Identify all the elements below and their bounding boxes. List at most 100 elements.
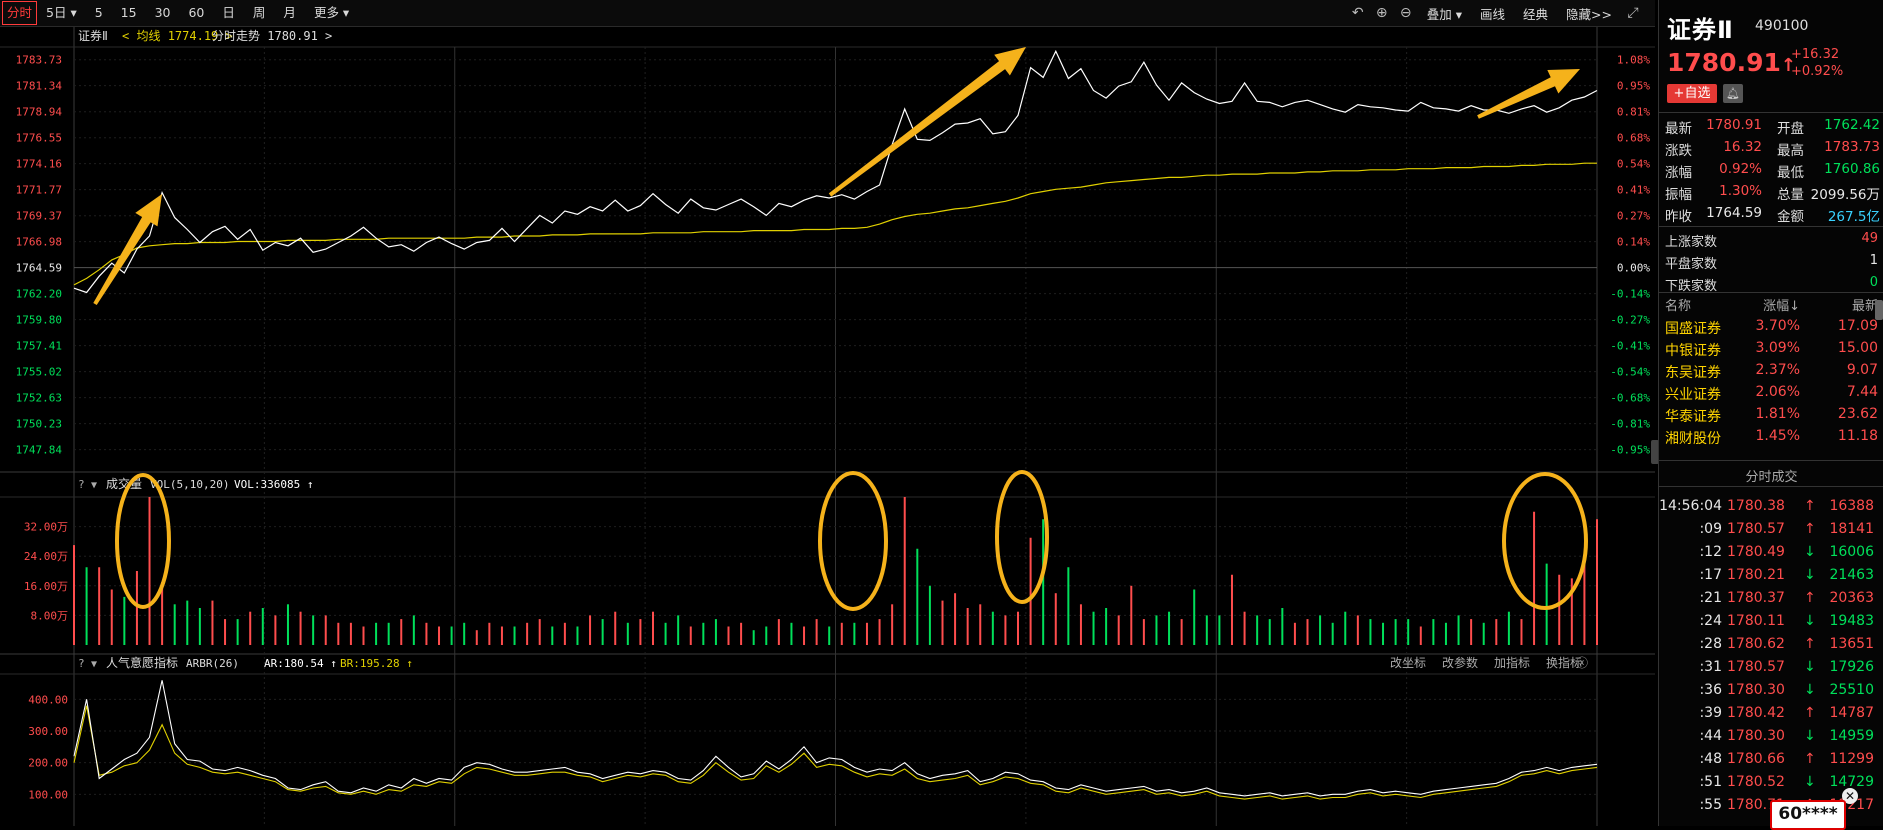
zoom-in-icon[interactable]: ⊕ (1375, 5, 1388, 21)
pct-tick: -0.14% (1610, 288, 1650, 301)
tick-volume: 19483 (1829, 613, 1874, 629)
close-icon[interactable]: ✕ (1842, 788, 1858, 804)
help-icon[interactable]: ? (78, 478, 85, 491)
constituent-row[interactable]: 湘财股份 1.45% 11.18 (1665, 426, 1878, 448)
pct-tick: 0.81% (1617, 106, 1650, 119)
arrow-down-icon: ↓ (1804, 544, 1816, 560)
price-tick: 1771.77 (16, 184, 62, 197)
constituent-row[interactable]: 中银证券 3.09% 15.00 (1665, 338, 1878, 360)
arbr-tick: 200.00 (28, 757, 68, 770)
tick-price: 1780.21 (1727, 567, 1785, 583)
pct-tick: 0.27% (1617, 210, 1650, 223)
quote-row: 振幅 1.30% 总量 2099.56万 (1665, 181, 1880, 203)
tab-day[interactable]: 日 (222, 5, 235, 20)
stock-pct: 2.06% (1755, 384, 1800, 400)
chevron-down-icon: ▾ (338, 5, 350, 20)
col-pct[interactable]: 涨幅↓ (1763, 299, 1800, 314)
intraday-chart[interactable]: 证券Ⅱ < 均线 1774.19 > 分时走势 1780.91 > 1783.7… (0, 27, 1655, 826)
switch-indicator-button[interactable]: 换指标 (1546, 655, 1582, 670)
tick-price: 1780.52 (1727, 774, 1785, 790)
breadth-label: 下跌家数 (1665, 279, 1718, 294)
tab-5day[interactable]: 5日 ▾ (37, 2, 86, 24)
price-axis: 1783.73 1781.34 1778.94 1776.55 1774.16 1771.… (16, 54, 63, 457)
annotation-arrow-3-shape (1477, 69, 1580, 119)
arrow-up-icon: ↑ (1780, 55, 1796, 76)
tab-15min[interactable]: 15 (120, 5, 137, 20)
price-tick: 1783.73 (16, 54, 62, 67)
hide-button[interactable]: 隐藏>> (1566, 6, 1612, 22)
pct-tick: 1.08% (1617, 54, 1650, 67)
fullscreen-icon[interactable]: ⤢ (1627, 5, 1639, 21)
stock-last: 7.44 (1846, 384, 1878, 400)
period-toolbar: 分时 5日 ▾ 5 15 30 60 日 周 月 更多 ▾ ↶ ⊕ ⊖ 叠加 ▾… (0, 0, 1655, 27)
quote-value: 2099.56万 (1810, 187, 1880, 203)
pct-tick: -0.68% (1610, 392, 1650, 405)
tab-30min[interactable]: 30 (154, 5, 171, 20)
zoom-out-icon[interactable]: ⊖ (1399, 5, 1412, 21)
tick-price: 1780.62 (1727, 636, 1785, 652)
panel-title: 证券Ⅱ (1667, 16, 1734, 44)
price-tick: 1759.80 (16, 314, 62, 327)
stock-last: 17.09 (1837, 318, 1878, 334)
ar-value: AR:180.54 ↑ (264, 657, 337, 670)
overlay-button[interactable]: 叠加 ▾ (1420, 4, 1469, 23)
tab-5min[interactable]: 5 (94, 5, 103, 20)
classic-button[interactable]: 经典 (1523, 6, 1549, 22)
arrow-up-icon: ↑ (1804, 705, 1816, 721)
avg-value: 1774.19 (168, 29, 219, 43)
divider (1659, 460, 1883, 461)
price-tick: 1781.34 (16, 80, 63, 93)
price-tick: 1755.02 (16, 366, 62, 379)
arrow-down-icon: ↓ (1804, 567, 1816, 583)
arrow-down-icon: ↓ (1804, 728, 1816, 744)
price-tick: 1776.55 (16, 132, 62, 145)
draw-line-button[interactable]: 画线 (1480, 6, 1506, 22)
constituent-row[interactable]: 华泰证券 1.81% 23.62 (1665, 404, 1878, 426)
constituent-row[interactable]: 兴业证券 2.06% 7.44 (1665, 382, 1878, 404)
col-name[interactable]: 名称 (1665, 299, 1692, 314)
tab-intraday[interactable]: 分时 (2, 1, 38, 25)
close-icon[interactable]: ⓧ (1576, 656, 1588, 670)
stock-name: 东吴证券 (1665, 365, 1721, 381)
change-params-button[interactable]: 改参数 (1442, 655, 1478, 670)
tab-more[interactable]: 更多 ▾ (305, 2, 358, 24)
annotation-ellipse (115, 473, 171, 609)
tick-price: 1780.37 (1727, 590, 1785, 606)
arbr-tick: 100.00 (28, 788, 68, 801)
annotation-arrow-3 (1477, 69, 1580, 119)
volume-tick: 24.00万 (24, 550, 68, 563)
tick-price: 1780.66 (1727, 751, 1785, 767)
vol-value-text: VOL:336085 (234, 478, 300, 491)
col-last[interactable]: 最新 (1851, 299, 1878, 314)
price-tick: 1778.94 (16, 106, 63, 119)
quote-row: 涨幅 0.92% 最低 1760.86 (1665, 159, 1880, 181)
breadth-label: 上涨家数 (1665, 235, 1718, 250)
help-icon[interactable]: ? (78, 657, 85, 670)
add-indicator-button[interactable]: 加指标 (1494, 655, 1530, 670)
annotation-arrow-1 (93, 194, 162, 306)
tick-volume: 14959 (1829, 728, 1874, 744)
undo-icon[interactable]: ↶ (1351, 5, 1364, 21)
chevron-down-icon[interactable]: ▼ (91, 659, 97, 670)
tick-row: :36 1780.30 ↓ 25510 (1661, 680, 1874, 703)
stock-name: 中银证券 (1665, 343, 1721, 359)
constituent-row[interactable]: 东吴证券 2.37% 9.07 (1665, 360, 1878, 382)
avg-price-line (73, 162, 1597, 286)
constituent-row[interactable]: 国盛证券 3.70% 17.09 (1665, 316, 1878, 338)
tick-price: 1780.30 (1727, 728, 1785, 744)
tab-month[interactable]: 月 (283, 5, 296, 20)
tab-week[interactable]: 周 (252, 5, 266, 20)
stock-name: 兴业证券 (1665, 387, 1721, 403)
change-axis-button[interactable]: 改坐标 (1390, 656, 1426, 670)
arbr-header: ? ▼ 人气意愿指标 ARBR(26) AR:180.54 ↑ BR:195.2… (78, 655, 1588, 670)
stock-pct: 2.37% (1755, 362, 1800, 378)
add-favorite-button[interactable]: +自选 (1667, 84, 1717, 103)
tab-more-label: 更多 (313, 5, 339, 20)
scrollbar[interactable] (1875, 300, 1883, 320)
bell-icon[interactable]: 🔔︎ (1723, 84, 1743, 103)
panel-toggle-handle[interactable] (1651, 440, 1659, 464)
tick-time: :48 (1699, 751, 1722, 767)
chevron-down-icon[interactable]: ▼ (91, 480, 97, 491)
tab-60min[interactable]: 60 (188, 5, 205, 20)
breadth-row: 上涨家数 49 (1665, 228, 1878, 250)
